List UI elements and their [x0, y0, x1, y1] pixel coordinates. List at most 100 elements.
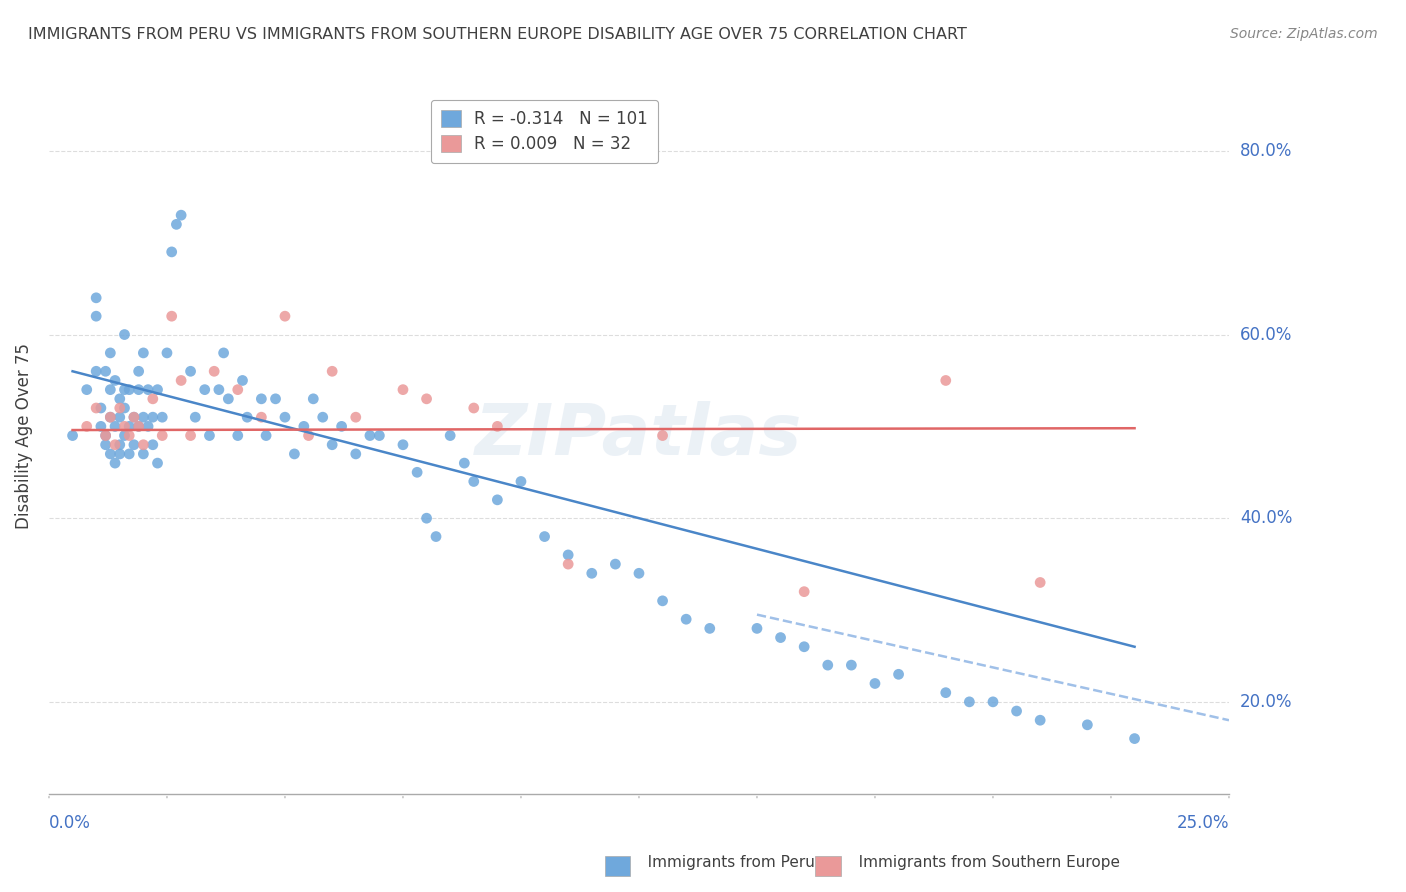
- Point: [180, 364, 202, 378]
- Point: [344, 447, 367, 461]
- Point: [841, 658, 863, 673]
- Point: [122, 410, 145, 425]
- Point: [321, 438, 343, 452]
- Point: [817, 658, 839, 673]
- Point: [453, 456, 475, 470]
- Point: [180, 428, 202, 442]
- Point: [108, 410, 131, 425]
- Point: [745, 621, 768, 635]
- Point: [150, 428, 173, 442]
- Point: [170, 374, 193, 388]
- Point: [114, 419, 136, 434]
- Point: [108, 392, 131, 406]
- Legend: R = -0.314   N = 101, R = 0.009   N = 32: R = -0.314 N = 101, R = 0.009 N = 32: [432, 100, 658, 163]
- Point: [118, 419, 141, 434]
- Text: Source: ZipAtlas.com: Source: ZipAtlas.com: [1230, 27, 1378, 41]
- Point: [302, 392, 325, 406]
- Point: [114, 428, 136, 442]
- Point: [510, 475, 533, 489]
- Point: [392, 383, 415, 397]
- Y-axis label: Disability Age Over 75: Disability Age Over 75: [15, 343, 32, 529]
- Point: [463, 401, 485, 415]
- Point: [118, 447, 141, 461]
- Text: 60.0%: 60.0%: [1240, 326, 1292, 343]
- Point: [160, 244, 183, 259]
- Point: [292, 419, 315, 434]
- Point: [486, 419, 509, 434]
- Point: [250, 410, 273, 425]
- Point: [84, 291, 107, 305]
- Point: [132, 410, 155, 425]
- Point: [104, 374, 127, 388]
- Point: [114, 383, 136, 397]
- Point: [90, 401, 112, 415]
- Point: [1005, 704, 1028, 718]
- Point: [699, 621, 721, 635]
- Point: [264, 392, 287, 406]
- Text: 20.0%: 20.0%: [1240, 693, 1292, 711]
- Text: Immigrants from Peru: Immigrants from Peru: [633, 855, 814, 870]
- Point: [122, 410, 145, 425]
- Point: [202, 364, 225, 378]
- Point: [439, 428, 461, 442]
- Point: [236, 410, 259, 425]
- Point: [935, 374, 957, 388]
- Text: 40.0%: 40.0%: [1240, 509, 1292, 527]
- Text: 80.0%: 80.0%: [1240, 142, 1292, 160]
- Text: 25.0%: 25.0%: [1177, 814, 1229, 832]
- Point: [118, 428, 141, 442]
- Point: [136, 383, 159, 397]
- Point: [194, 383, 217, 397]
- Point: [94, 364, 117, 378]
- Point: [1123, 731, 1146, 746]
- Point: [226, 428, 249, 442]
- Point: [344, 410, 367, 425]
- Point: [136, 419, 159, 434]
- Point: [132, 438, 155, 452]
- Point: [84, 364, 107, 378]
- Point: [212, 346, 235, 360]
- Point: [297, 428, 319, 442]
- Point: [208, 383, 231, 397]
- Point: [170, 208, 193, 222]
- Point: [104, 419, 127, 434]
- Point: [142, 438, 165, 452]
- Point: [132, 346, 155, 360]
- Point: [76, 419, 98, 434]
- Point: [104, 456, 127, 470]
- Point: [651, 594, 673, 608]
- Point: [160, 309, 183, 323]
- Point: [165, 218, 187, 232]
- Point: [981, 695, 1004, 709]
- Point: [1029, 575, 1052, 590]
- Point: [108, 447, 131, 461]
- Point: [98, 410, 121, 425]
- Text: IMMIGRANTS FROM PERU VS IMMIGRANTS FROM SOUTHERN EUROPE DISABILITY AGE OVER 75 C: IMMIGRANTS FROM PERU VS IMMIGRANTS FROM …: [28, 27, 967, 42]
- Point: [321, 364, 343, 378]
- Point: [76, 383, 98, 397]
- Point: [793, 640, 815, 654]
- Point: [769, 631, 792, 645]
- Point: [533, 530, 555, 544]
- Point: [330, 419, 353, 434]
- Point: [368, 428, 391, 442]
- Point: [146, 383, 169, 397]
- Point: [863, 676, 886, 690]
- Text: ZIPatlas: ZIPatlas: [475, 401, 803, 470]
- Point: [406, 465, 429, 479]
- Point: [128, 364, 150, 378]
- Text: Immigrants from Southern Europe: Immigrants from Southern Europe: [844, 855, 1119, 870]
- Point: [198, 428, 221, 442]
- Point: [128, 419, 150, 434]
- Point: [84, 401, 107, 415]
- Point: [94, 438, 117, 452]
- Point: [142, 410, 165, 425]
- Point: [1076, 718, 1098, 732]
- Point: [415, 392, 437, 406]
- Point: [184, 410, 207, 425]
- Point: [62, 428, 84, 442]
- Point: [98, 447, 121, 461]
- Point: [250, 392, 273, 406]
- Point: [84, 309, 107, 323]
- Point: [142, 392, 165, 406]
